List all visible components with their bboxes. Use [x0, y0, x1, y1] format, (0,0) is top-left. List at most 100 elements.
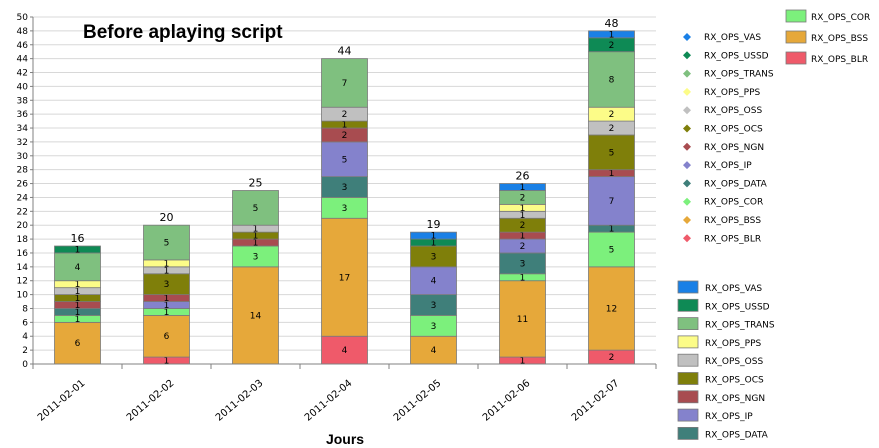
x-axis-label: Jours [326, 431, 364, 447]
legend-marker-icon [683, 234, 691, 243]
bar-segment-rx-ops-trans [588, 51, 635, 108]
bar-segment-rx-ops-bss [232, 266, 279, 365]
segment-value-label: 1 [75, 287, 81, 297]
legend-marker-icon [683, 69, 691, 78]
segment-value-label: 4 [431, 346, 437, 356]
y-tick-label: 36 [17, 110, 29, 120]
legend-label: RX_OPS_USSD [704, 51, 769, 61]
bar-segment-rx-ops-ip [410, 266, 457, 295]
bar-segment-rx-ops-bss [410, 335, 457, 365]
y-axis: 0246810121416182022242628303234363840424… [17, 13, 34, 370]
segment-value-label: 3 [342, 204, 348, 214]
segment-value-label: 6 [75, 339, 81, 349]
bar-segment-rx-ops-blr [321, 335, 368, 365]
legend-swatch [677, 426, 699, 440]
legend-label: RX_OPS_PPS [704, 88, 760, 98]
segment-value-label: 1 [520, 273, 526, 283]
bar-total-label: 44 [338, 45, 352, 58]
legend-label: RX_OPS_PPS [705, 339, 761, 349]
bars: 6111111411616111311520143111525417335212… [54, 17, 635, 367]
segment-value-label: 5 [609, 148, 615, 158]
bar-segment-rx-ops-bss [143, 315, 190, 358]
legend-label: RX_OPS_COR [704, 198, 763, 208]
segment-value-label: 2 [342, 110, 348, 120]
legend-swatch [785, 51, 807, 65]
segment-value-label: 1 [253, 232, 259, 242]
legend-marker-icon [683, 106, 691, 115]
y-tick-label: 50 [17, 13, 29, 23]
bar-segment-rx-ops-vas [588, 30, 635, 39]
legend-label: RX_OPS_VAS [705, 284, 762, 294]
y-tick-label: 28 [17, 166, 29, 176]
legend-label: RX_OPS_OSS [705, 357, 763, 367]
legend-swatch [677, 335, 699, 349]
legend-label: RX_OPS_BSS [704, 216, 761, 226]
segment-value-label: 1 [75, 301, 81, 311]
segment-value-label: 11 [517, 315, 528, 325]
bar-segment-rx-ops-trans [54, 252, 101, 282]
y-tick-label: 38 [17, 96, 29, 106]
legend-swatch [785, 9, 807, 23]
y-tick-label: 46 [17, 41, 29, 51]
y-tick-label: 6 [22, 318, 28, 328]
segment-value-label: 4 [75, 263, 81, 273]
segment-value-label: 1 [520, 232, 526, 242]
segment-value-label: 3 [164, 280, 170, 290]
legend-label: RX_OPS_OCS [705, 376, 764, 386]
legend-swatch [677, 280, 699, 294]
segment-value-label: 1 [164, 301, 170, 311]
y-tick-label: 32 [17, 138, 28, 148]
bar-total-label: 26 [516, 170, 530, 183]
segment-value-label: 1 [431, 232, 437, 242]
bar-segment-rx-ops-ussd [54, 245, 101, 254]
legend-marker-icon [683, 161, 691, 170]
bar-segment-rx-ops-bss [588, 266, 635, 351]
legend-swatch [677, 372, 699, 385]
segment-value-label: 3 [520, 259, 526, 269]
y-tick-label: 40 [17, 82, 29, 92]
legend-marker-icon [683, 142, 691, 151]
segment-value-label: 8 [609, 75, 615, 85]
segment-value-label: 2 [609, 41, 615, 51]
segment-value-label: 1 [164, 357, 170, 367]
segment-value-label: 1 [431, 239, 437, 249]
bar-segment-rx-ops-ocs [588, 134, 635, 171]
y-tick-label: 24 [17, 193, 29, 203]
segment-value-label: 17 [339, 273, 350, 283]
y-tick-label: 26 [17, 180, 29, 190]
legend-label: RX_OPS_COR [811, 13, 870, 23]
segment-value-label: 1 [520, 204, 526, 214]
legend-swatch [677, 317, 699, 331]
segment-value-label: 2 [609, 353, 615, 363]
legend-marker-icon [683, 87, 691, 96]
segment-value-label: 1 [164, 308, 170, 318]
segment-value-label: 3 [431, 301, 437, 311]
bar-segment-rx-ops-trans [321, 58, 368, 108]
segment-value-label: 1 [75, 245, 81, 255]
y-tick-label: 10 [17, 291, 29, 301]
legend-label: RX_OPS_TRANS [705, 321, 775, 331]
segment-value-label: 1 [253, 239, 259, 249]
segment-value-label: 2 [342, 131, 348, 141]
segment-value-label: 1 [520, 211, 526, 221]
y-tick-label: 0 [22, 360, 28, 370]
bar-segment-rx-ops-cor [588, 231, 635, 268]
chart-title: Before aplaying script [83, 22, 283, 43]
legend-label: RX_OPS_OCS [704, 125, 763, 135]
segment-value-label: 7 [342, 79, 348, 89]
x-tick-label: 2011-02-06 [481, 378, 533, 424]
legend-swatch [677, 390, 699, 404]
legend-label: RX_OPS_BLR [811, 55, 868, 65]
legend-boxes: RX_OPS_VAS RX_OPS_USSD RX_OPS_TRANS RX_OPS_… [677, 280, 775, 440]
legend-label: RX_OPS_DATA [704, 179, 768, 189]
bar-segment-rx-ops-ip [588, 176, 635, 226]
segment-value-label: 1 [253, 225, 259, 235]
legend-swatch [785, 30, 807, 44]
bar-total-label: 16 [71, 232, 85, 245]
y-tick-label: 18 [17, 235, 29, 245]
legend-label: RX_OPS_OSS [704, 106, 762, 116]
segment-value-label: 3 [253, 252, 259, 262]
legend-label: RX_OPS_BSS [811, 34, 868, 44]
legend-label: RX_OPS_IP [704, 161, 752, 171]
y-tick-label: 12 [17, 277, 28, 287]
